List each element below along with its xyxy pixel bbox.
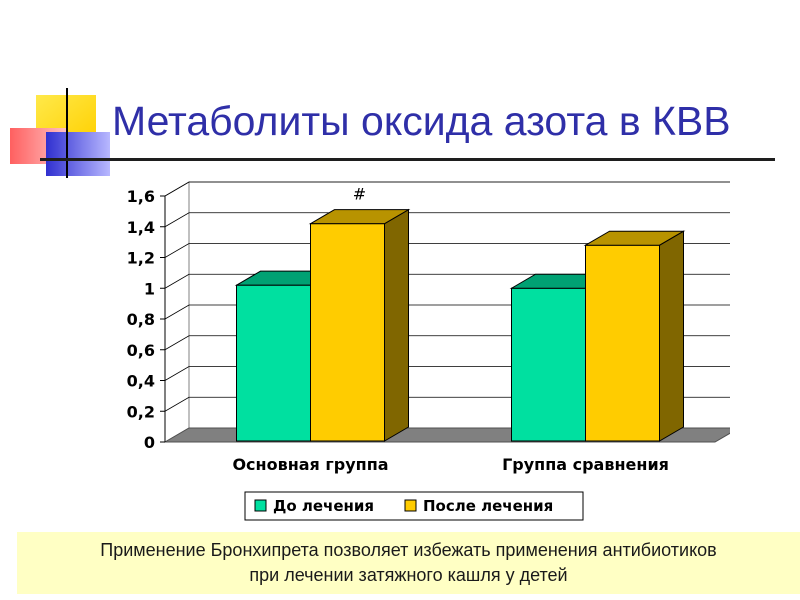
bar-front xyxy=(511,287,586,442)
gridline xyxy=(164,181,730,197)
legend-swatch xyxy=(404,499,417,512)
x-category-label: Группа сравнения xyxy=(502,455,669,474)
bar-front xyxy=(585,244,660,442)
y-tick-label: 0,6 xyxy=(127,341,155,360)
y-tick-label: 0 xyxy=(144,433,155,452)
y-tick-label: 1,6 xyxy=(127,187,155,206)
y-tick-label: 0,4 xyxy=(127,372,155,391)
y-tick-label: 1 xyxy=(144,279,155,298)
decorative-squares xyxy=(10,88,110,178)
page-title: Метаболиты оксида азота в КВВ xyxy=(112,98,731,144)
gridline xyxy=(164,212,730,228)
note-line-1: Применение Бронхипрета позволяет избежат… xyxy=(100,540,717,560)
gridline xyxy=(164,243,730,258)
legend-swatch xyxy=(254,499,267,512)
bar-side xyxy=(659,230,684,442)
note-line-2: при лечении затяжного кашля у детей xyxy=(249,565,568,585)
title-underline xyxy=(40,158,775,161)
bar-front xyxy=(310,223,385,442)
conclusion-note: Применение Бронхипрета позволяет избежат… xyxy=(17,532,800,594)
bar-chart: 0 0,2 0,4 0,6 0,8 1 1,2 1,4 1,6 # Основная группа Г… xyxy=(127,181,730,521)
y-tick-label: 0,2 xyxy=(127,402,155,421)
decor-blue-square xyxy=(46,132,110,176)
bar-annotation: # xyxy=(353,185,366,204)
y-tick-label: 0,8 xyxy=(127,310,155,329)
bar-top xyxy=(308,209,411,225)
x-category-label: Основная группа xyxy=(232,455,388,474)
legend-label: До лечения xyxy=(273,497,374,515)
bar-top xyxy=(583,230,686,246)
bar-front xyxy=(236,284,311,442)
y-tick-label: 1,4 xyxy=(127,218,155,237)
y-tick-label: 1,2 xyxy=(127,249,155,268)
bar-side xyxy=(384,208,409,442)
legend-label: После лечения xyxy=(423,497,553,515)
